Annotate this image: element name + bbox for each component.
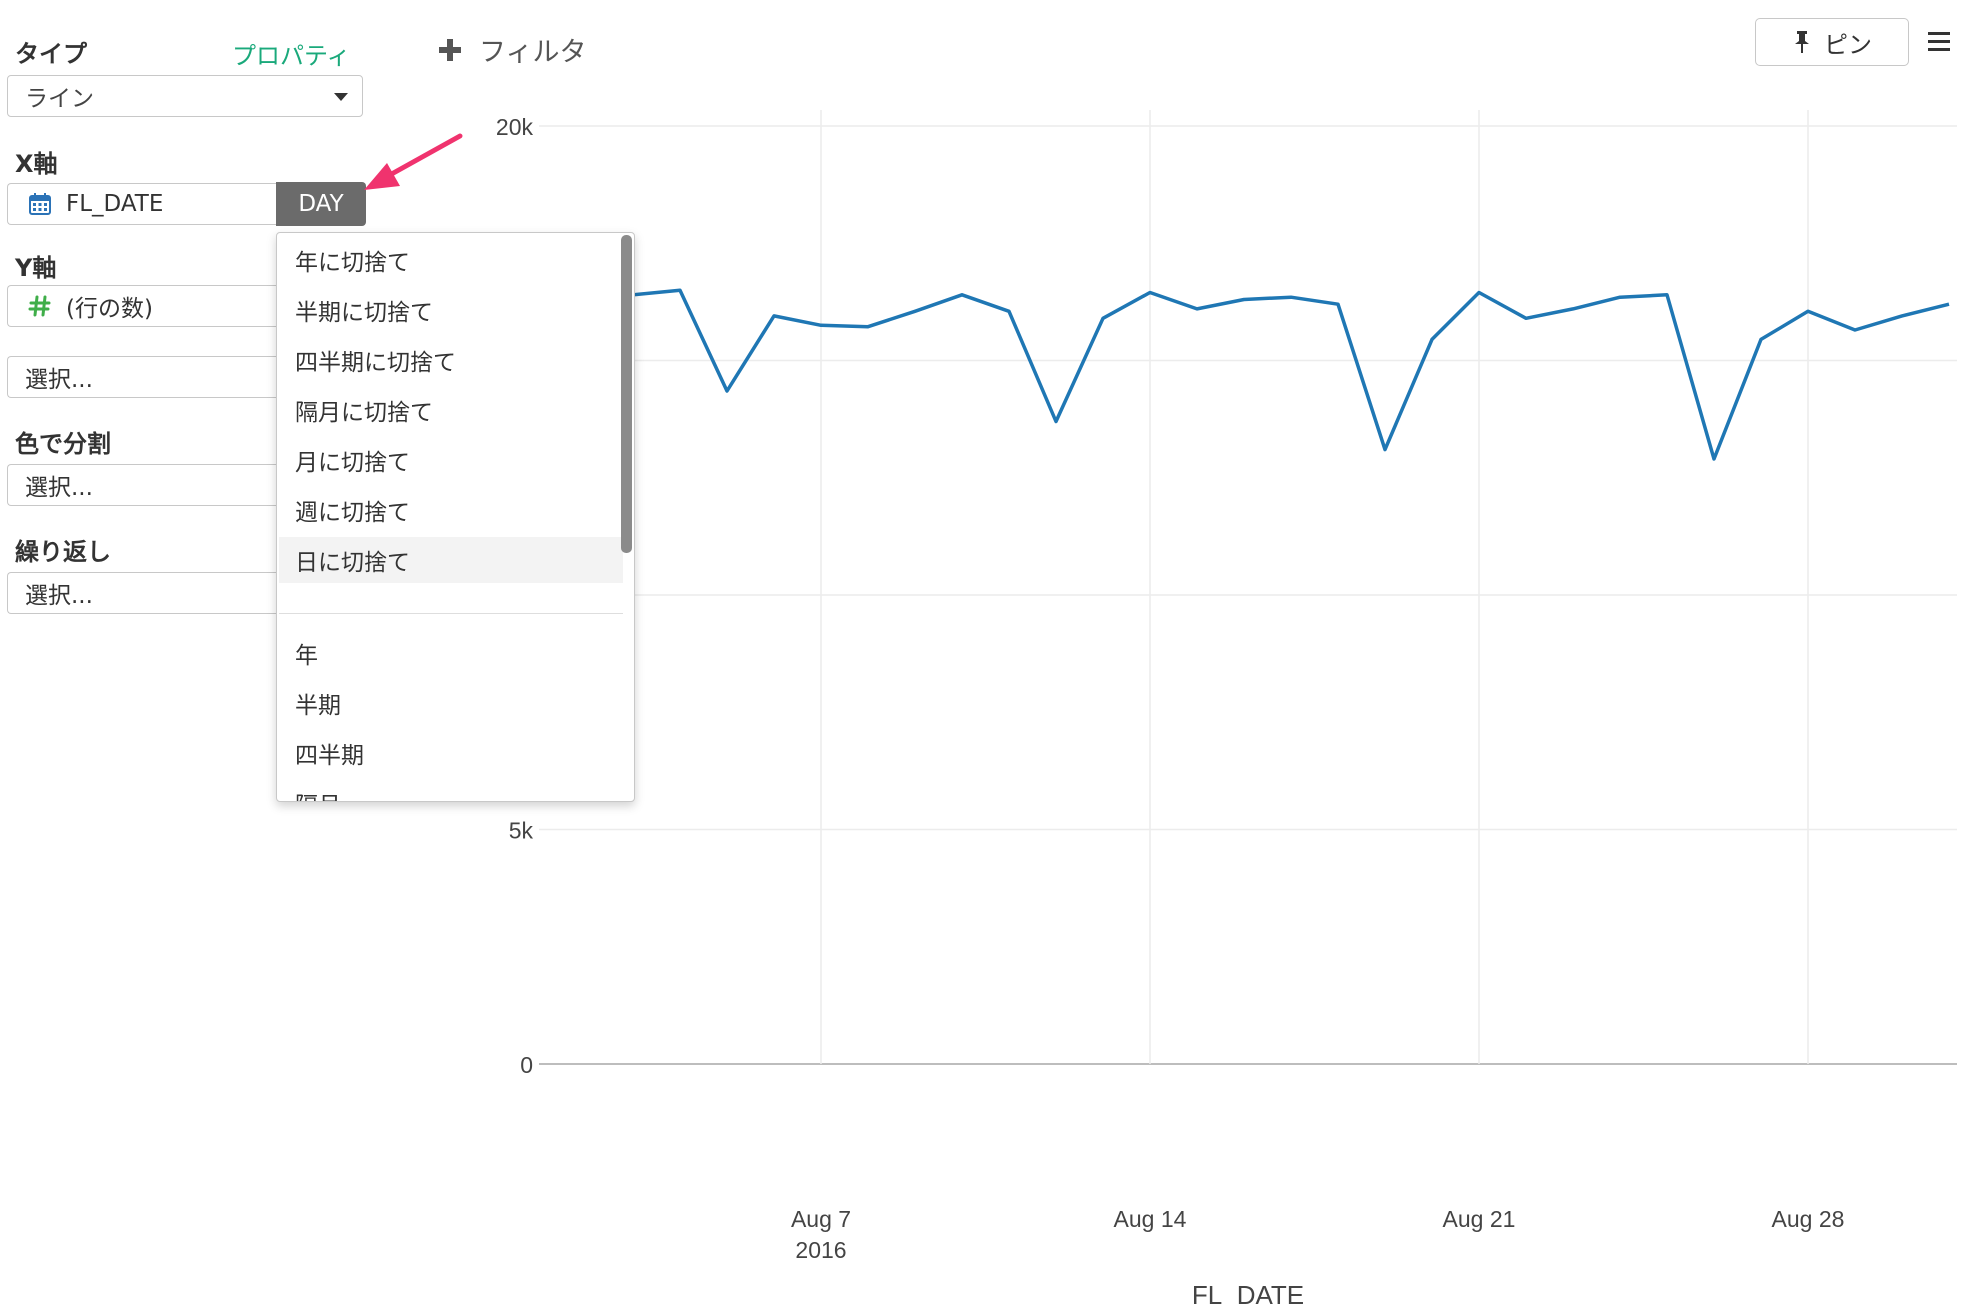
repeat-select[interactable]: 選択... (7, 572, 276, 614)
dropdown-item[interactable]: 週に切捨て (295, 500, 410, 526)
pushpin-icon (1795, 31, 1809, 53)
dropdown-item[interactable]: 隔月 (279, 780, 623, 801)
pin-label: ピン (1824, 30, 1872, 59)
y-extra-placeholder: 選択... (25, 367, 93, 393)
y-field-name: (行の数) (66, 296, 153, 322)
hamburger-menu-icon[interactable] (1928, 32, 1950, 51)
color-split-placeholder: 選択... (25, 475, 93, 501)
x-tick-label: Aug 14 (1114, 1206, 1187, 1232)
x-tick-label: Aug 7 (791, 1206, 851, 1232)
type-label: タイプ (15, 40, 87, 68)
granularity-button[interactable]: DAY (276, 182, 366, 226)
x-axis-title: FL_DATE (1192, 1280, 1304, 1306)
chart-type-value: ライン (25, 86, 94, 112)
granularity-dropdown[interactable]: 年に切捨て半期に切捨て 四半期に切捨て 隔月に切捨て 月に切捨て週に切捨て日に切捨て年… (276, 232, 635, 802)
chart-type-select[interactable]: ライン (7, 75, 363, 117)
x-tick-label: Aug 28 (1772, 1206, 1845, 1232)
pin-button[interactable]: ピン (1755, 18, 1909, 66)
dropdown-item[interactable]: 月に切捨て (295, 450, 410, 476)
dropdown-scrollbar[interactable] (621, 235, 632, 553)
chart-series (585, 288, 1950, 461)
color-split-select[interactable]: 選択... (7, 464, 276, 506)
hash-icon (28, 295, 51, 317)
y-extra-select[interactable]: 選択... (7, 356, 276, 398)
plus-icon (437, 37, 463, 63)
filter-label: フィルタ (479, 37, 587, 68)
color-split-label: 色で分割 (15, 430, 111, 458)
x-tick-sublabel: 2016 (795, 1237, 846, 1263)
y-tick-label: 0 (520, 1052, 533, 1078)
dropdown-item[interactable]: 半期 (295, 693, 341, 719)
dropdown-item[interactable]: 日に切捨て (279, 537, 623, 583)
dropdown-item[interactable]: 四半期に切捨て (295, 350, 456, 376)
dropdown-item[interactable]: 四半期 (295, 743, 364, 769)
y-axis-field[interactable]: (行の数) (7, 285, 276, 327)
dropdown-divider (279, 613, 623, 614)
add-filter-button[interactable]: フィルタ (437, 30, 586, 69)
dropdown-item[interactable]: 隔月に切捨て (295, 400, 433, 426)
dropdown-item[interactable]: 年 (295, 643, 318, 669)
repeat-label: 繰り返し (15, 538, 111, 566)
properties-link[interactable]: プロパティ (232, 42, 351, 70)
x-axis-field[interactable]: FL_DATE (7, 183, 276, 225)
x-tick-label: Aug 21 (1443, 1206, 1516, 1232)
x-field-name: FL_DATE (66, 191, 164, 217)
chevron-down-icon (334, 93, 348, 101)
y-tick-label: 20k (496, 114, 534, 140)
y-axis-label: Y軸 (15, 254, 57, 282)
dropdown-item[interactable]: 半期に切捨て (295, 300, 433, 326)
chart-ticks: 0 5k 20k Aug 7 2016 Aug 14 Aug 21 Aug 28 (496, 114, 1845, 1263)
y-tick-label: 5k (509, 818, 534, 844)
dropdown-item[interactable]: 年に切捨て (295, 250, 410, 276)
x-axis-label: X軸 (15, 150, 58, 178)
calendar-icon (29, 193, 51, 215)
repeat-placeholder: 選択... (25, 583, 93, 609)
series-line (585, 288, 1950, 461)
chart-grid (539, 110, 1957, 1065)
